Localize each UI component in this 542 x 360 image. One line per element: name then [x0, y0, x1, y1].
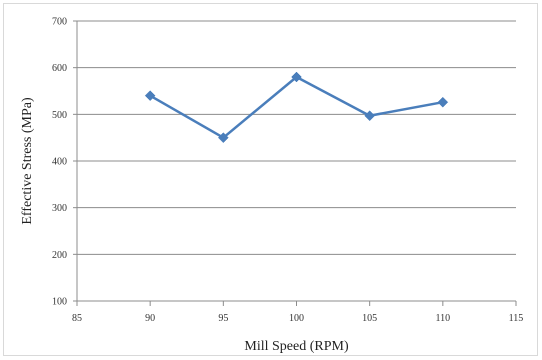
- x-tick-100: 100: [289, 313, 304, 324]
- x-tick-110: 110: [436, 313, 451, 324]
- series-line-0: [149, 75, 444, 139]
- chart-frame: [3, 3, 538, 356]
- x-axis-label: Mill Speed (RPM): [244, 339, 349, 354]
- y-tick-700: 700: [52, 17, 67, 28]
- y-tick-500: 500: [52, 110, 67, 121]
- data-point-95: [217, 132, 229, 144]
- x-tick-105: 105: [362, 313, 377, 324]
- data-point-100: [291, 71, 302, 83]
- series-group: [144, 71, 449, 144]
- x-tick-85: 85: [72, 313, 82, 324]
- y-tick-300: 300: [52, 203, 67, 214]
- data-point-110: [437, 96, 449, 108]
- x-tick-95: 95: [218, 313, 228, 324]
- axes: [73, 20, 517, 306]
- x-tick-labels: 85 90 95 100 105 110 115: [72, 313, 523, 324]
- y-tick-200: 200: [52, 250, 67, 261]
- y-tick-400: 400: [52, 157, 67, 168]
- y-tick-100: 100: [52, 297, 67, 308]
- x-tick-115: 115: [509, 313, 524, 324]
- gridlines: [77, 20, 516, 255]
- data-point-90: [144, 90, 156, 102]
- y-tick-600: 600: [52, 63, 67, 74]
- data-point-105: [364, 110, 376, 122]
- y-axis-label: Effective Stress (MPa): [20, 97, 35, 225]
- x-tick-90: 90: [145, 313, 155, 324]
- y-tick-labels: 100 200 300 400 500 600 700: [52, 17, 67, 308]
